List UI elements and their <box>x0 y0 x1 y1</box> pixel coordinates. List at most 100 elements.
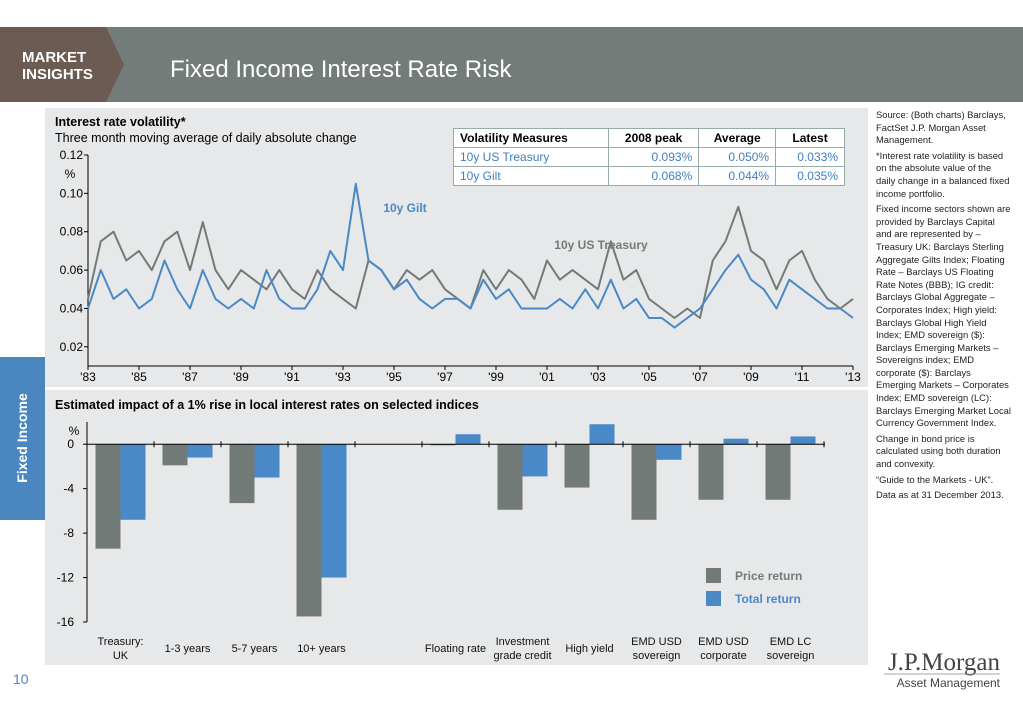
y-tick-label: 0.12 <box>60 148 84 162</box>
note: Data as at 31 December 2013. <box>876 489 1004 501</box>
bar <box>656 444 682 460</box>
slide-title: Fixed Income Interest Rate Risk <box>170 56 512 83</box>
y-unit: % <box>69 424 80 438</box>
y-tick-label: -4 <box>63 482 74 496</box>
y-tick-label: 0.08 <box>60 225 84 239</box>
bar <box>497 444 523 510</box>
logo-name: J.P.Morgan <box>888 649 1001 676</box>
page-number: 10 <box>13 671 29 687</box>
cell: 0.068% <box>607 166 700 186</box>
bar <box>187 444 213 458</box>
bar <box>95 444 121 549</box>
table-header: Volatility Measures 2008 peak Average La… <box>453 128 845 148</box>
header-cell: Average <box>698 128 777 148</box>
chart-title: Interest rate volatility* <box>55 115 186 129</box>
y-tick-label: 0 <box>67 437 74 451</box>
sidebar-tab <box>0 357 45 520</box>
y-tick-label: -12 <box>57 571 75 585</box>
cell: 10y US Treasury <box>453 147 609 167</box>
legend-swatch <box>706 591 721 606</box>
x-tick-label: EMD USD sovereign <box>631 636 682 662</box>
bar <box>522 444 548 477</box>
x-tick-label: '85 <box>131 370 147 384</box>
chart-subtitle: Three month moving average of daily abso… <box>55 131 357 145</box>
x-tick-label: '03 <box>590 370 606 384</box>
line-series <box>87 182 854 329</box>
bar <box>723 438 749 445</box>
sidebar-label: Fixed Income <box>14 393 30 483</box>
legend-swatch <box>706 568 721 583</box>
logo-sub: Asset Management <box>897 676 1001 690</box>
note: Source: (Both charts) Barclays, FactSet … <box>876 109 1006 146</box>
x-tick-label: Investment grade credit <box>493 636 552 662</box>
x-tick-label: 10+ years <box>297 643 346 655</box>
bar <box>698 444 724 500</box>
x-tick-label: 1-3 years <box>164 643 211 655</box>
x-tick-label: '91 <box>284 370 300 384</box>
x-tick-label: '89 <box>233 370 249 384</box>
x-tick-label: '09 <box>743 370 759 384</box>
bar <box>162 444 188 466</box>
x-tick-label: '99 <box>488 370 504 384</box>
y-unit: % <box>65 167 76 181</box>
y-tick-label: 0.10 <box>60 186 84 200</box>
header-cell: Volatility Measures <box>453 128 609 148</box>
x-tick-label: '87 <box>182 370 198 384</box>
cell: 0.093% <box>607 147 700 167</box>
table-row: 10y US Treasury 0.093% 0.050% 0.033% <box>453 147 845 167</box>
brand-line: INSIGHTS <box>22 66 93 83</box>
x-tick-label: 5-7 years <box>231 643 278 655</box>
cell: 10y Gilt <box>453 166 609 186</box>
y-tick-label: 0.06 <box>60 263 84 277</box>
legend-label: Price return <box>735 569 802 583</box>
note: *Interest rate volatility is based on th… <box>876 149 1010 199</box>
bar <box>254 444 280 478</box>
series-label: 10y Gilt <box>383 201 426 215</box>
x-tick-label: EMD USD corporate <box>698 636 749 662</box>
x-tick-label: '95 <box>386 370 402 384</box>
bar <box>589 424 615 445</box>
bar <box>229 444 255 504</box>
volatility-table: Volatility Measures 2008 peak Average La… <box>453 128 845 186</box>
note: Change in bond price is calculated using… <box>876 432 1001 470</box>
y-tick-label: -16 <box>57 615 75 629</box>
x-tick-label: '83 <box>80 370 96 384</box>
x-tick-label: Floating rate <box>424 643 487 655</box>
x-tick-label: EMD LC sovereign <box>766 636 815 662</box>
notes: Source: (Both charts) Barclays, FactSet … <box>876 109 1012 505</box>
y-tick-label: 0.04 <box>60 301 84 315</box>
cell: 0.044% <box>698 166 777 186</box>
table-row: 10y Gilt 0.068% 0.044% 0.035% <box>453 166 845 186</box>
bar <box>455 434 481 445</box>
x-tick-label: '01 <box>539 370 555 384</box>
x-tick-label: '13 <box>845 370 861 384</box>
bar <box>430 444 456 446</box>
series-label: 10y US Treasury <box>554 238 648 252</box>
y-tick-label: 0.02 <box>60 340 84 354</box>
chart-title: Estimated impact of a 1% rise in local i… <box>55 398 479 412</box>
note: “Guide to the Markets - UK”. <box>876 473 994 485</box>
x-tick-label: '05 <box>641 370 657 384</box>
brand-block <box>0 27 124 102</box>
header-cell: Latest <box>775 128 845 148</box>
x-tick-label: '93 <box>335 370 351 384</box>
bar <box>296 444 322 617</box>
brand-line: MARKET <box>22 49 86 66</box>
bar <box>790 436 816 445</box>
cell: 0.035% <box>775 166 845 186</box>
header-bar <box>0 27 1023 102</box>
x-tick-label: '97 <box>437 370 453 384</box>
bar <box>765 444 791 500</box>
x-tick-label: Treasury: UK <box>97 636 144 662</box>
legend-label: Total return <box>735 592 801 606</box>
y-tick-label: -8 <box>63 526 74 540</box>
bar <box>564 444 590 488</box>
cell: 0.033% <box>775 147 845 167</box>
x-tick-label: '07 <box>692 370 708 384</box>
x-tick-label: '11 <box>795 370 810 384</box>
bar <box>321 444 347 578</box>
note: Fixed income sectors shown are provided … <box>876 203 1011 429</box>
